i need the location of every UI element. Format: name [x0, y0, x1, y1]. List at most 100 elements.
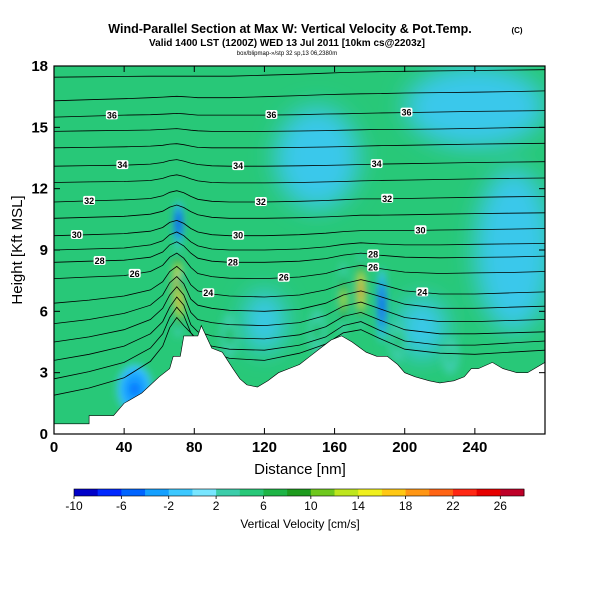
- chart-title: Wind-Parallel Section at Max W: Vertical…: [108, 22, 471, 36]
- isentrope-label-bg: [93, 255, 106, 265]
- plot-area: 36 36 36 34 34 34 32 32 32 30 30 30 28 28 28 26 26 26 24 24: [54, 66, 545, 434]
- updraft-cell: [447, 350, 454, 363]
- isentrope-label: 24: [203, 288, 213, 298]
- isentrope-label-bg: [116, 160, 129, 170]
- isentrope-line: [54, 252, 545, 280]
- colorbar-segment: [500, 489, 525, 496]
- colorbar-segment: [452, 489, 478, 496]
- isentrope-line: [54, 126, 545, 132]
- isentrope-label: 34: [117, 160, 127, 170]
- isentrope-label-bg: [367, 249, 380, 259]
- colorbar-segment: [310, 489, 336, 496]
- colorbar-tick-label: 14: [352, 499, 366, 513]
- isentrope-label: 34: [372, 159, 382, 169]
- x-tick-label: 0: [50, 439, 58, 456]
- isentrope-label-bg: [128, 268, 141, 278]
- isentrope-line: [54, 69, 545, 78]
- chart-meta: box/blipmap-»/stp 32 sp,13 06,2380m: [237, 51, 337, 57]
- isentrope-line: [54, 306, 545, 380]
- isentrope-label-bg: [232, 230, 245, 240]
- colorbar-tick-label: 22: [446, 499, 460, 513]
- updraft-cell: [227, 330, 232, 342]
- colorbar-segment: [358, 489, 383, 496]
- x-tick-label: 40: [116, 439, 133, 456]
- isentrope-label-bg: [416, 287, 429, 297]
- isentrope-label: 30: [415, 225, 425, 235]
- isentrope-label-bg: [70, 230, 83, 240]
- y-tick-label: 18: [31, 58, 48, 75]
- downdraft-region: [274, 106, 360, 210]
- vertical-velocity-cells: [117, 200, 460, 414]
- x-axis: 0 40 80 120 160 200 240: [50, 66, 487, 456]
- colorbar-tick-label: -6: [116, 499, 127, 513]
- isentrope-label: 28: [368, 249, 378, 259]
- isentrope-label: 36: [266, 110, 276, 120]
- isentrope-label-bg: [232, 161, 245, 171]
- colorbar-segment: [121, 489, 146, 496]
- isentrope-label: 36: [107, 110, 117, 120]
- isentrope-label: 36: [401, 108, 411, 118]
- y-tick-label: 12: [31, 181, 48, 198]
- colorbar-tick-label: 6: [260, 499, 267, 513]
- isentrope-label: 24: [417, 287, 427, 297]
- chart-subtitle: Valid 1400 LST (1200Z) WED 13 Jul 2011 […: [149, 38, 425, 49]
- isentrope-label-bg: [400, 107, 413, 117]
- downdraft-region: [474, 168, 545, 332]
- colorbar-segment: [145, 489, 170, 496]
- isentrope-label-bg: [370, 159, 383, 169]
- isentrope-label: 32: [256, 197, 266, 207]
- downdraft-region: [243, 290, 286, 353]
- isentrope-line: [54, 110, 545, 118]
- isentrope-label: 34: [233, 161, 243, 171]
- updraft-cell: [342, 294, 345, 304]
- isentrope-line: [54, 159, 545, 167]
- isentrope-line: [54, 174, 545, 184]
- colorbar-tick-label: 10: [304, 499, 318, 513]
- y-tick-label: 0: [40, 426, 48, 443]
- colorbar-label: Vertical Velocity [cm/s]: [240, 517, 359, 531]
- updraft-cell: [395, 336, 400, 348]
- copyright-mark: (C): [511, 26, 522, 35]
- colorbar-segment: [192, 489, 217, 496]
- isentrope-label: 32: [84, 196, 94, 206]
- colorbar-tick-label: 2: [213, 499, 220, 513]
- colorbar-tick-label: -10: [65, 499, 83, 513]
- isentrope-label: 28: [228, 257, 238, 267]
- colorbar-segment: [381, 489, 407, 496]
- isentrope-label-bg: [414, 225, 427, 235]
- downdraft-region: [397, 297, 447, 359]
- isentrope-line: [54, 90, 545, 102]
- colorbar-frame: [73, 488, 525, 497]
- y-axis-label: Height [Kft MSL]: [9, 195, 26, 304]
- isentrope-label: 32: [382, 194, 392, 204]
- colorbar-segment: [334, 489, 359, 496]
- isentrope-line: [54, 142, 545, 149]
- x-tick-label: 240: [462, 439, 487, 456]
- isentrope-label-bg: [277, 272, 290, 282]
- isentrope-label: 28: [95, 256, 105, 266]
- isentrope-labels: 36 36 36 34 34 34 32 32 32 30 30 30 28 28 28 26 26 26 24 24: [70, 107, 429, 298]
- colorbar-segment: [287, 489, 312, 496]
- colorbar-segment: [263, 489, 288, 496]
- isentrope-label: 26: [368, 262, 378, 272]
- x-axis-label: Distance [nm]: [254, 461, 346, 478]
- x-tick-label: 160: [322, 439, 347, 456]
- colorbar-segment: [429, 489, 454, 496]
- colorbar-tick-label: 18: [399, 499, 413, 513]
- isentrope-line: [54, 276, 545, 324]
- colorbar-segment: [239, 489, 264, 496]
- isentrope-line: [54, 231, 545, 251]
- x-tick-label: 80: [186, 439, 203, 456]
- isentrope-line: [54, 316, 545, 396]
- downdraft-region: [404, 66, 545, 148]
- y-tick-label: 9: [40, 242, 48, 259]
- isentrope-label: 26: [130, 269, 140, 279]
- colorbar: -10 -6 -2 2 6 10 14 18 22 26: [65, 488, 525, 513]
- isentrope-line: [54, 296, 545, 361]
- colorbar-tick-label: -2: [163, 499, 174, 513]
- isentrope-label-bg: [381, 193, 394, 203]
- isentrope-label-bg: [105, 110, 118, 120]
- colorbar-segment: [405, 489, 430, 496]
